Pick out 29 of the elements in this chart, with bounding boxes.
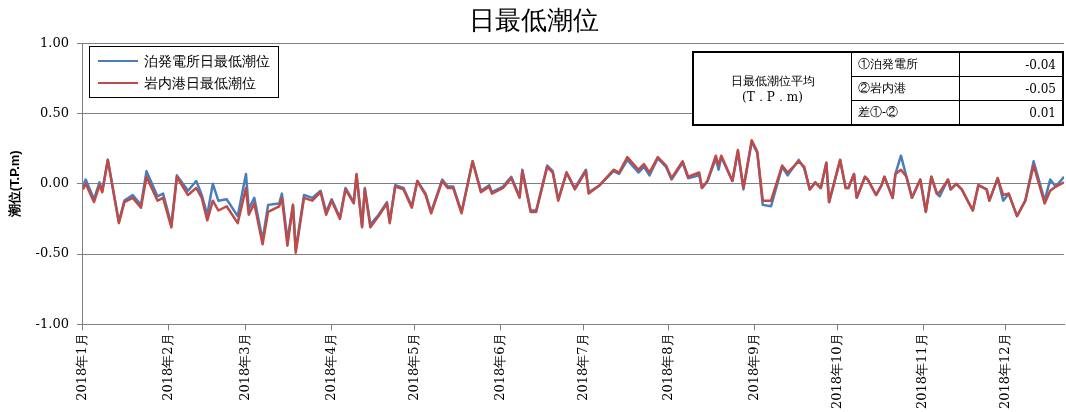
x-tick-label: 2018年7月 — [574, 333, 590, 401]
annotation: 日最低潮位平均 — [729, 72, 816, 89]
y-tick-label: -1.00 — [35, 315, 69, 331]
x-tick-label: 2018年2月 — [159, 333, 175, 401]
annotation: 0.01 — [959, 100, 1063, 126]
x-tick-label: 2018年5月 — [405, 333, 421, 401]
y-tick-label: 1.00 — [39, 34, 69, 50]
x-tick-label: 2018年4月 — [323, 333, 339, 401]
annotation: -0.05 — [959, 76, 1063, 101]
annotation: 差①-② — [851, 100, 960, 126]
legend-label: 岩内港日最低潮位 — [143, 74, 256, 94]
y-axis-title: 潮位(T.P.m) — [7, 150, 23, 219]
x-tick-label: 2018年1月 — [74, 333, 90, 401]
y-tick-label: 0.50 — [39, 104, 69, 120]
annotation: -0.04 — [959, 52, 1063, 77]
x-tick-label: 2018年6月 — [491, 333, 507, 401]
x-tick-label: 2018年12月 — [997, 333, 1013, 410]
x-tick-label: 2018年8月 — [660, 333, 676, 401]
x-tick-label: 2018年9月 — [745, 333, 761, 401]
y-tick-label: 0.00 — [39, 175, 69, 191]
x-tick-label: 2018年3月 — [237, 333, 253, 401]
y-tick-label: -0.50 — [35, 245, 69, 261]
annotation: ②岩内港 — [851, 76, 960, 101]
chart-title: 日最低潮位 — [469, 4, 599, 35]
legend-label: 泊発電所日最低潮位 — [143, 52, 270, 72]
annotation: ①泊発電所 — [851, 52, 960, 77]
x-tick-label: 2018年11月 — [914, 333, 930, 410]
annotation: (T．P．m) — [741, 88, 804, 105]
x-tick-label: 2018年10月 — [828, 333, 844, 410]
